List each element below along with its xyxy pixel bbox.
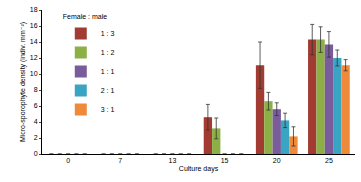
svg-text:10: 10 bbox=[30, 70, 38, 77]
svg-text:15: 15 bbox=[221, 157, 229, 164]
svg-text:6: 6 bbox=[34, 102, 38, 109]
svg-text:16: 16 bbox=[30, 22, 38, 29]
svg-text:0: 0 bbox=[34, 150, 38, 157]
svg-text:0: 0 bbox=[66, 157, 70, 164]
svg-text:20: 20 bbox=[273, 157, 281, 164]
svg-text:Female : male: Female : male bbox=[63, 13, 107, 20]
svg-text:12: 12 bbox=[30, 54, 38, 61]
svg-text:3 : 1: 3 : 1 bbox=[101, 106, 115, 113]
svg-text:1 : 2: 1 : 2 bbox=[101, 49, 115, 56]
svg-text:1 : 3: 1 : 3 bbox=[101, 30, 115, 37]
svg-text:18: 18 bbox=[30, 6, 38, 13]
svg-text:1 : 1: 1 : 1 bbox=[101, 68, 115, 75]
svg-text:8: 8 bbox=[34, 86, 38, 93]
svg-text:2: 2 bbox=[34, 134, 38, 141]
svg-text:25: 25 bbox=[325, 157, 333, 164]
svg-text:Micro-sporophyte density (indi: Micro-sporophyte density (indiv. mm⁻²) bbox=[19, 22, 27, 142]
svg-text:2 : 1: 2 : 1 bbox=[101, 87, 115, 94]
svg-text:14: 14 bbox=[30, 38, 38, 45]
svg-text:7: 7 bbox=[118, 157, 122, 164]
svg-text:4: 4 bbox=[34, 118, 38, 125]
svg-text:Culture days: Culture days bbox=[179, 165, 219, 173]
svg-text:13: 13 bbox=[169, 157, 177, 164]
